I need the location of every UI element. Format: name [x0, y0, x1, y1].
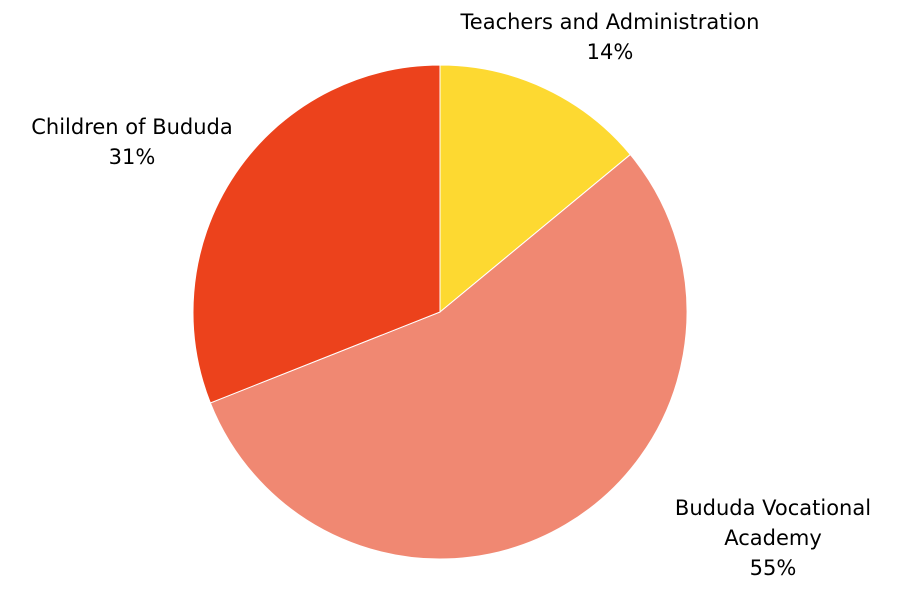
pie-slice-children-of-bududa: [192, 64, 441, 404]
slice-label-bududa-vocational-academy: Bududa Vocational Academy 55%: [633, 493, 903, 583]
slice-name-bududa-vocational-academy-line-2: Academy: [724, 526, 822, 550]
slice-name-bududa-vocational-academy-line-1: Bududa Vocational: [674, 496, 872, 520]
slice-value-teachers-and-administration: 14%: [586, 40, 634, 64]
pie-slice-teachers-and-administration: [439, 64, 632, 314]
slice-label-teachers-and-administration: Teachers and Administration 14%: [450, 7, 770, 67]
slice-value-bududa-vocational-academy: 55%: [749, 556, 797, 580]
slice-name-children-of-bududa: Children of Bududa: [31, 115, 233, 139]
pie-slice-bududa-vocational-academy: [209, 153, 688, 560]
slice-label-children-of-bududa: Children of Bududa 31%: [0, 112, 272, 172]
slice-name-teachers-and-administration: Teachers and Administration: [460, 10, 760, 34]
slice-value-children-of-bududa: 31%: [108, 145, 156, 169]
